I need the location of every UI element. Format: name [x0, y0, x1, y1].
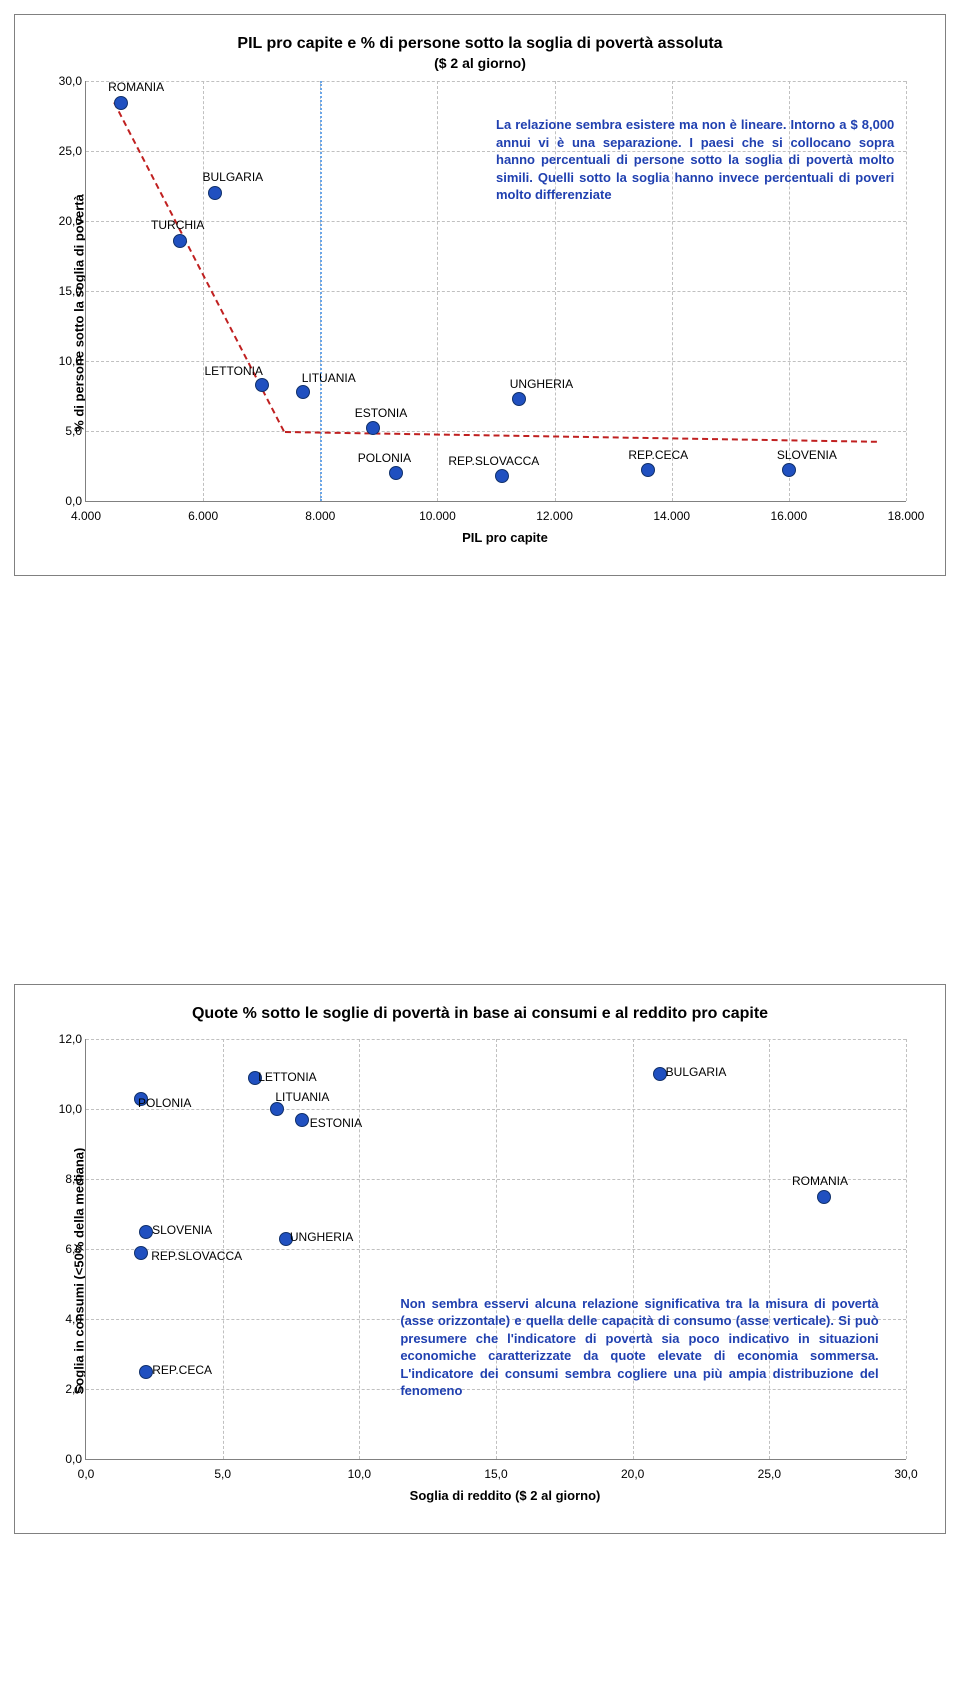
vgrid: [359, 1039, 360, 1459]
annotation-text: La relazione sembra esistere ma non è li…: [496, 116, 894, 204]
data-point: [114, 96, 128, 110]
data-point: [295, 1113, 309, 1127]
chart1-xlabel: PIL pro capite: [85, 530, 925, 545]
vgrid: [437, 81, 438, 501]
chart1-plot: 0,05,010,015,020,025,030,04.0006.0008.00…: [85, 81, 906, 502]
hgrid: [86, 221, 906, 222]
point-label: BULGARIA: [203, 170, 264, 184]
xtick: 20,0: [621, 1467, 644, 1481]
vgrid: [906, 1039, 907, 1459]
spacer: [0, 590, 960, 970]
data-point: [139, 1365, 153, 1379]
ytick: 12,0: [44, 1032, 82, 1046]
chart2-wrap: Soglia in consumi (<50% della mediana) 0…: [85, 1039, 925, 1503]
data-point: [255, 378, 269, 392]
ytick: 15,0: [44, 284, 82, 298]
chart2-title: Quote % sotto le soglie di povertà in ba…: [35, 1005, 925, 1023]
ytick: 20,0: [44, 214, 82, 228]
xtick: 15,0: [484, 1467, 507, 1481]
xtick: 14.000: [653, 509, 690, 523]
point-label: ESTONIA: [355, 406, 407, 420]
point-label: UNGHERIA: [510, 377, 573, 391]
point-label: SLOVENIA: [777, 448, 837, 462]
xtick: 0,0: [78, 1467, 95, 1481]
data-point: [296, 385, 310, 399]
ytick: 6,0: [44, 1242, 82, 1256]
point-label: BULGARIA: [666, 1065, 727, 1079]
data-point: [270, 1102, 284, 1116]
chart2-plot: 0,02,04,06,08,010,012,00,05,010,015,020,…: [85, 1039, 906, 1460]
ytick: 5,0: [44, 424, 82, 438]
data-point: [512, 392, 526, 406]
ref-vline: [320, 81, 322, 501]
data-point: [389, 466, 403, 480]
point-label: REP.CECA: [628, 448, 688, 462]
xtick: 18.000: [888, 509, 925, 523]
point-label: LETTONIA: [204, 364, 262, 378]
annotation-text: Non sembra esservi alcuna relazione sign…: [400, 1295, 878, 1400]
data-point: [495, 469, 509, 483]
point-label: REP.CECA: [152, 1363, 212, 1377]
chart1-title: PIL pro capite e % di persone sotto la s…: [35, 35, 925, 53]
hgrid: [86, 81, 906, 82]
ytick: 10,0: [44, 354, 82, 368]
data-point: [817, 1190, 831, 1204]
vgrid: [203, 81, 204, 501]
xtick: 25,0: [758, 1467, 781, 1481]
xtick: 4.000: [71, 509, 101, 523]
chart2-panel: Quote % sotto le soglie di povertà in ba…: [14, 984, 946, 1534]
point-label: REP.SLOVACCA: [151, 1249, 242, 1263]
hgrid: [86, 291, 906, 292]
point-label: POLONIA: [138, 1096, 191, 1110]
chart2-xlabel: Soglia di reddito ($ 2 al giorno): [85, 1488, 925, 1503]
ytick: 2,0: [44, 1382, 82, 1396]
ytick: 8,0: [44, 1172, 82, 1186]
page: PIL pro capite e % di persone sotto la s…: [0, 14, 960, 1534]
xtick: 10.000: [419, 509, 456, 523]
data-point: [366, 421, 380, 435]
data-point: [641, 463, 655, 477]
xtick: 10,0: [348, 1467, 371, 1481]
hgrid: [86, 431, 906, 432]
ytick: 4,0: [44, 1312, 82, 1326]
point-label: LITUANIA: [275, 1090, 329, 1104]
point-label: POLONIA: [358, 451, 411, 465]
point-label: TURCHIA: [151, 218, 204, 232]
chart1-subtitle: ($ 2 al giorno): [35, 55, 925, 71]
chart1-wrap: % di persone sotto la soglia di povertà …: [85, 81, 925, 545]
ytick: 10,0: [44, 1102, 82, 1116]
point-label: SLOVENIA: [152, 1223, 212, 1237]
point-label: LITUANIA: [302, 371, 356, 385]
ytick: 30,0: [44, 74, 82, 88]
point-label: UNGHERIA: [290, 1230, 353, 1244]
vgrid: [906, 81, 907, 501]
data-point: [173, 234, 187, 248]
xtick: 30,0: [894, 1467, 917, 1481]
hgrid: [86, 361, 906, 362]
point-label: LETTONIA: [258, 1070, 316, 1084]
point-label: ROMANIA: [792, 1174, 848, 1188]
data-point: [134, 1246, 148, 1260]
xtick: 16.000: [770, 509, 807, 523]
chart1-panel: PIL pro capite e % di persone sotto la s…: [14, 14, 946, 576]
data-point: [139, 1225, 153, 1239]
ytick: 0,0: [44, 494, 82, 508]
point-label: ROMANIA: [108, 80, 164, 94]
xtick: 6.000: [188, 509, 218, 523]
xtick: 8.000: [305, 509, 335, 523]
data-point: [782, 463, 796, 477]
xtick: 12.000: [536, 509, 573, 523]
point-label: ESTONIA: [310, 1116, 362, 1130]
ytick: 0,0: [44, 1452, 82, 1466]
xtick: 5,0: [214, 1467, 231, 1481]
ytick: 25,0: [44, 144, 82, 158]
data-point: [208, 186, 222, 200]
point-label: REP.SLOVACCA: [448, 454, 539, 468]
